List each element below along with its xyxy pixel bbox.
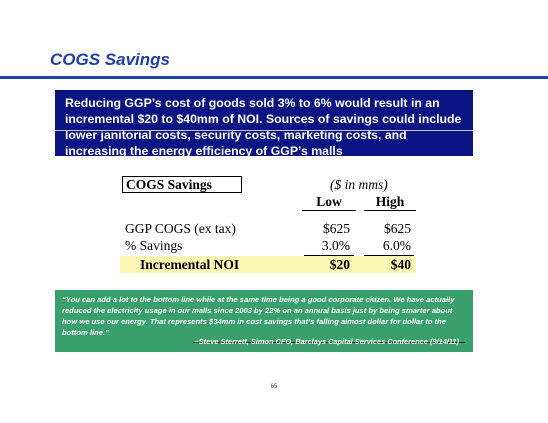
table-label: COGS Savings (122, 176, 242, 193)
quote-box: “You can add a lot to the bottom line wh… (55, 290, 473, 352)
row-label-savings: % Savings (125, 238, 183, 253)
incremental-noi-highlight (120, 256, 416, 273)
page-title: COGS Savings (50, 50, 170, 69)
summary-text: Reducing GGP’s cost of goods sold 3% to … (65, 96, 462, 158)
savings-high-value: 6.0% (382, 238, 411, 253)
row-label-noi: Incremental NOI (140, 257, 240, 272)
summary-box: Reducing GGP’s cost of goods sold 3% to … (55, 90, 473, 158)
cogs-low-value: $625 (323, 221, 350, 236)
low-subtotal-rule (304, 255, 354, 256)
noi-high-value: $40 (390, 257, 411, 272)
low-header-rule (302, 210, 356, 211)
column-header-low: Low (316, 194, 342, 209)
title-divider (0, 76, 548, 79)
quote-text: “You can add a lot to the bottom line wh… (62, 295, 455, 337)
row-label-cogs: GGP COGS (ex tax) (125, 221, 236, 236)
noi-low-value: $20 (329, 257, 350, 272)
summary-strike-line (55, 130, 473, 131)
page-number: 65 (270, 384, 278, 390)
high-header-rule (364, 210, 416, 211)
quote-attribution: –Steve Sterrett, Simon CFO, Barclays Cap… (194, 337, 459, 346)
high-subtotal-rule (364, 255, 414, 256)
column-header-high: High (375, 194, 405, 209)
attribution-strike-line (193, 342, 465, 343)
table-units: ($ in mms) (330, 177, 388, 192)
savings-low-value: 3.0% (321, 238, 350, 253)
cogs-high-value: $625 (384, 221, 411, 236)
